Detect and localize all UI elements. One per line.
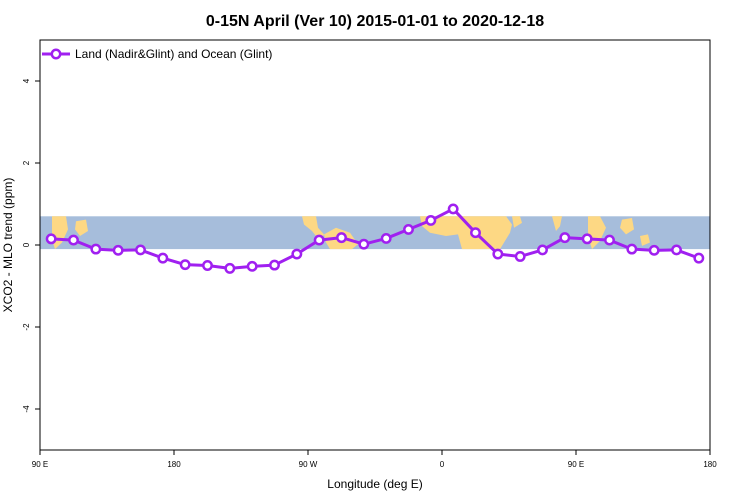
data-point: [68, 234, 79, 246]
data-point: [581, 233, 593, 245]
data-point: [514, 251, 526, 262]
y-tick-label: 0: [22, 242, 31, 247]
y-axis: 4 2 0 -2 -4: [22, 78, 40, 413]
data-point: [537, 244, 548, 256]
land-mass: [640, 234, 650, 246]
land-mass: [75, 219, 88, 236]
land-mass: [512, 216, 522, 228]
y-axis-label: XCO2 - MLO trend (ppm): [1, 178, 15, 313]
data-point: [425, 214, 437, 226]
land-mass: [620, 217, 634, 235]
data-point: [648, 244, 660, 256]
data-point: [157, 252, 169, 264]
data-point: [202, 260, 213, 271]
data-point: [336, 232, 347, 244]
x-axis: 90 E 180 90 W 0 90 E 180: [32, 450, 717, 469]
data-point: [45, 233, 57, 245]
data-point: [90, 243, 102, 255]
chart-title: 0-15N April (Ver 10) 2015-01-01 to 2020-…: [206, 13, 544, 30]
data-point: [135, 244, 146, 256]
data-point: [246, 260, 258, 272]
data-point: [112, 244, 124, 256]
map-band: [40, 216, 710, 250]
data-point: [358, 238, 370, 250]
x-axis-label: Longitude (deg E): [327, 477, 422, 491]
x-tick-label: 180: [703, 460, 717, 469]
data-point: [470, 227, 481, 239]
series-land-ocean: [45, 203, 705, 274]
x-tick-label: 180: [167, 460, 181, 469]
data-point: [559, 232, 571, 244]
x-tick-label: 0: [440, 460, 445, 469]
data-point: [447, 203, 459, 215]
legend-swatch-marker: [50, 48, 62, 60]
data-point: [380, 232, 392, 244]
data-point: [626, 243, 638, 255]
x-tick-label: 90 E: [32, 460, 48, 469]
data-point: [671, 244, 682, 256]
data-point: [693, 252, 705, 264]
y-tick-label: -4: [22, 405, 31, 413]
y-tick-label: 4: [22, 78, 31, 83]
legend: Land (Nadir&Glint) and Ocean (Glint): [42, 47, 272, 61]
y-tick-label: 2: [22, 160, 31, 165]
data-point: [313, 234, 325, 246]
data-point: [269, 259, 280, 271]
x-tick-label: 90 E: [568, 460, 584, 469]
data-point: [224, 262, 236, 274]
data-point: [492, 248, 504, 260]
x-tick-label: 90 W: [299, 460, 318, 469]
data-point: [179, 259, 191, 271]
land-mass: [552, 216, 562, 232]
land-mass: [420, 216, 512, 250]
legend-label: Land (Nadir&Glint) and Ocean (Glint): [75, 47, 272, 61]
y-tick-label: -2: [22, 323, 31, 331]
data-point: [403, 223, 414, 235]
land-mass: [588, 216, 606, 250]
data-point: [291, 248, 303, 260]
data-point: [604, 234, 615, 246]
